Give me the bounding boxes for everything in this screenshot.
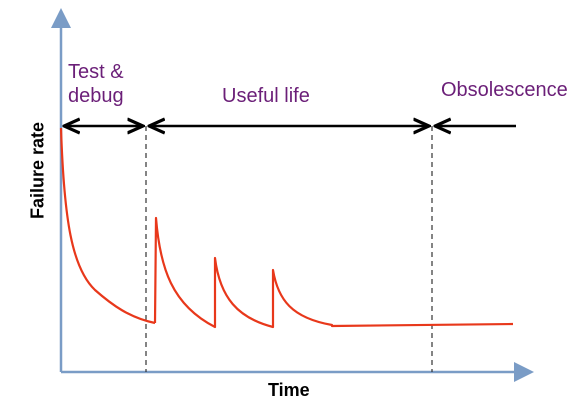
x-axis-title: Time	[268, 380, 310, 400]
y-axis-title: Failure rate	[27, 121, 48, 220]
failure-rate-curve	[59, 127, 514, 329]
phase-label-useful-life: Useful life	[222, 85, 310, 107]
phase-label-obsolescence: Obsolescence	[441, 79, 568, 101]
phase-label-test-debug: Test & debug	[68, 61, 124, 107]
